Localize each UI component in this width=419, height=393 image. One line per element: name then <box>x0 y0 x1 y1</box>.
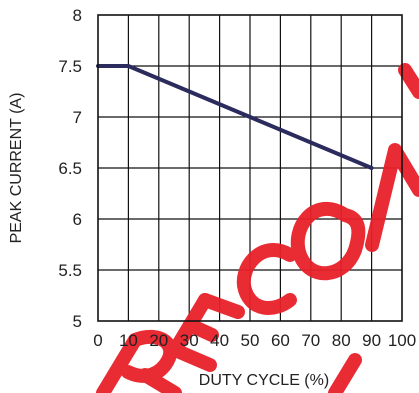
label-layer: 0 10 20 30 40 50 60 70 80 90 100 5 5.5 6 6.5 7 7.5 8 DUTY … <box>8 6 416 389</box>
x-axis-title: DUTY CYCLE (%) <box>199 372 329 389</box>
x-tick-label: 70 <box>301 331 320 350</box>
watermark-stroke <box>168 293 217 372</box>
y-tick-label: 7 <box>73 108 82 127</box>
y-tick-label: 5 <box>73 312 82 331</box>
watermark-stroke <box>365 143 419 252</box>
plot-frame <box>97 14 403 322</box>
watermark <box>96 63 419 393</box>
watermark-stroke <box>138 368 182 393</box>
watermark-stroke <box>183 318 219 342</box>
watermark-stroke <box>398 63 419 99</box>
x-tick-label: 50 <box>241 331 260 350</box>
watermark-stroke <box>236 243 297 315</box>
x-tick-label: 0 <box>93 331 102 350</box>
x-tick-label: 90 <box>362 331 381 350</box>
axis-layer <box>97 14 403 322</box>
watermark-stroke <box>328 353 362 393</box>
x-tick-label: 40 <box>210 331 229 350</box>
y-axis-title: PEAK CURRENT (A) <box>8 93 25 244</box>
y-tick-label: 6 <box>73 210 82 229</box>
series-layer <box>96 64 374 170</box>
series-line <box>96 64 374 170</box>
watermark-stroke <box>290 201 366 281</box>
x-tick-label: 10 <box>119 331 138 350</box>
watermark-stroke <box>96 333 142 393</box>
y-tick-label: 8 <box>73 6 82 25</box>
y-tick-label: 7.5 <box>58 57 82 76</box>
x-tick-label: 60 <box>271 331 290 350</box>
x-tick-label: 80 <box>332 331 351 350</box>
watermark-stroke <box>198 293 245 319</box>
y-tick-label: 6.5 <box>58 159 82 178</box>
x-tick-label: 20 <box>149 331 168 350</box>
y-tick-label: 5.5 <box>58 261 82 280</box>
x-tick-label: 30 <box>180 331 199 350</box>
x-tick-label: 100 <box>388 331 416 350</box>
